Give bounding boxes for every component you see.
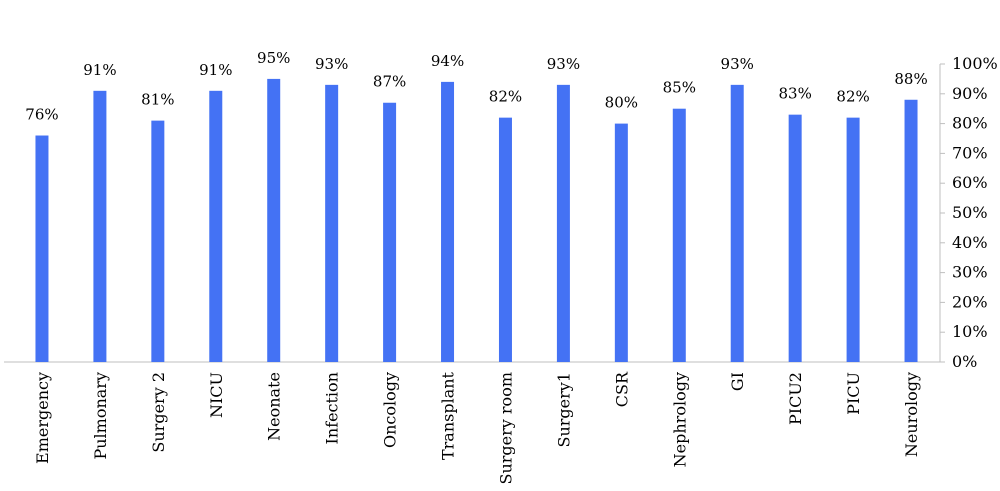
category-label: Nephrology xyxy=(670,372,689,467)
category-label: Neonate xyxy=(265,372,284,441)
bar xyxy=(35,135,49,362)
data-label: 85% xyxy=(663,79,696,97)
y-tick-label: 40% xyxy=(952,233,988,252)
data-label: 76% xyxy=(25,106,58,124)
bar xyxy=(904,99,918,362)
y-tick-label: 60% xyxy=(952,173,988,192)
category-label: Surgery 2 xyxy=(149,372,168,453)
bar xyxy=(730,84,744,363)
bar xyxy=(441,81,455,362)
y-tick-label: 50% xyxy=(952,203,988,222)
category-label: Surgery room xyxy=(496,372,515,484)
y-tick-label: 10% xyxy=(952,322,988,341)
bar xyxy=(672,108,686,362)
bar xyxy=(325,84,339,363)
bar xyxy=(788,114,802,362)
bar xyxy=(209,90,223,362)
data-label: 93% xyxy=(315,55,348,73)
y-tick-label: 0% xyxy=(952,352,977,371)
data-label: 87% xyxy=(373,73,406,91)
bar xyxy=(383,102,397,363)
category-label: Infection xyxy=(323,372,342,444)
category-label: NICU xyxy=(207,372,226,418)
bar xyxy=(267,78,281,363)
y-tick-label: 100% xyxy=(952,54,998,73)
category-label: Neurology xyxy=(902,372,921,457)
data-label: 91% xyxy=(83,61,116,79)
data-label: 91% xyxy=(199,61,232,79)
category-label: GI xyxy=(728,372,747,391)
category-label: Oncology xyxy=(381,372,400,448)
category-label: Emergency xyxy=(33,372,52,464)
data-label: 93% xyxy=(547,55,580,73)
bar xyxy=(846,117,860,362)
bar xyxy=(93,90,107,362)
data-label: 80% xyxy=(605,94,638,112)
y-tick-label: 80% xyxy=(952,114,988,133)
category-label: PICU2 xyxy=(786,372,805,425)
bar xyxy=(498,117,512,362)
data-label: 93% xyxy=(721,55,754,73)
data-label: 83% xyxy=(778,85,811,103)
category-label: Surgery1 xyxy=(554,372,573,448)
category-label: PICU xyxy=(844,372,863,415)
y-tick-label: 30% xyxy=(952,263,988,282)
data-label: 88% xyxy=(894,70,927,88)
y-tick-label: 70% xyxy=(952,143,988,162)
data-label: 82% xyxy=(836,88,869,106)
data-label: 82% xyxy=(489,88,522,106)
bar xyxy=(556,84,570,363)
category-label: CSR xyxy=(612,371,631,407)
y-tick-label: 90% xyxy=(952,84,988,103)
category-label: Transplant xyxy=(439,371,458,460)
data-label: 81% xyxy=(141,91,174,109)
data-label: 94% xyxy=(431,52,464,70)
data-label: 95% xyxy=(257,49,290,67)
y-tick-label: 20% xyxy=(952,292,988,311)
category-label: Pulmonary xyxy=(91,372,110,460)
bar xyxy=(151,120,165,363)
bar xyxy=(614,123,628,362)
